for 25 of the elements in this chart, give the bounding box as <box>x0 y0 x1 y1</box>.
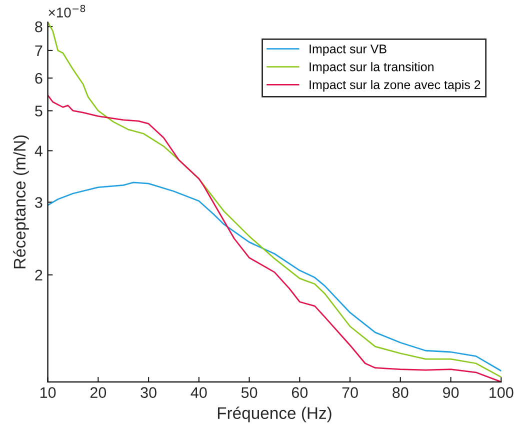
legend-label: Impact sur VB <box>310 44 386 56</box>
x-tick-label: 50 <box>241 387 258 398</box>
x-tick-label: 30 <box>140 387 156 398</box>
x-tick-label: 80 <box>392 387 408 398</box>
y-axis-title: Réceptance (m/N) <box>13 135 29 268</box>
y-tick-label: 3 <box>35 197 42 208</box>
legend-label: Impact sur la zone avec tapis 2 <box>310 80 480 92</box>
y-tick-label: 4 <box>34 146 42 156</box>
y-tick-label: 5 <box>35 106 42 116</box>
line-series <box>48 182 502 372</box>
line-series <box>48 22 502 378</box>
x-axis-title: Fréquence (Hz) <box>218 406 332 422</box>
x-tick-label: 10 <box>40 387 56 398</box>
x-tick-label: 90 <box>443 387 459 398</box>
legend-label: Impact sur la transition <box>310 62 434 74</box>
y-tick-label: 2 <box>35 270 42 280</box>
x-tick-label: 60 <box>292 387 308 398</box>
x-tick-label: 70 <box>342 387 358 398</box>
y-tick-label: 7 <box>35 46 42 56</box>
y-tick-label: 6 <box>35 72 42 84</box>
y-tick-label: 8 <box>35 21 42 32</box>
x-tick-label: 40 <box>190 387 207 398</box>
text: ×10$^{−8}$ <box>48 4 86 18</box>
x-tick-label: 20 <box>90 387 106 398</box>
x-tick-label: 100 <box>490 387 514 398</box>
